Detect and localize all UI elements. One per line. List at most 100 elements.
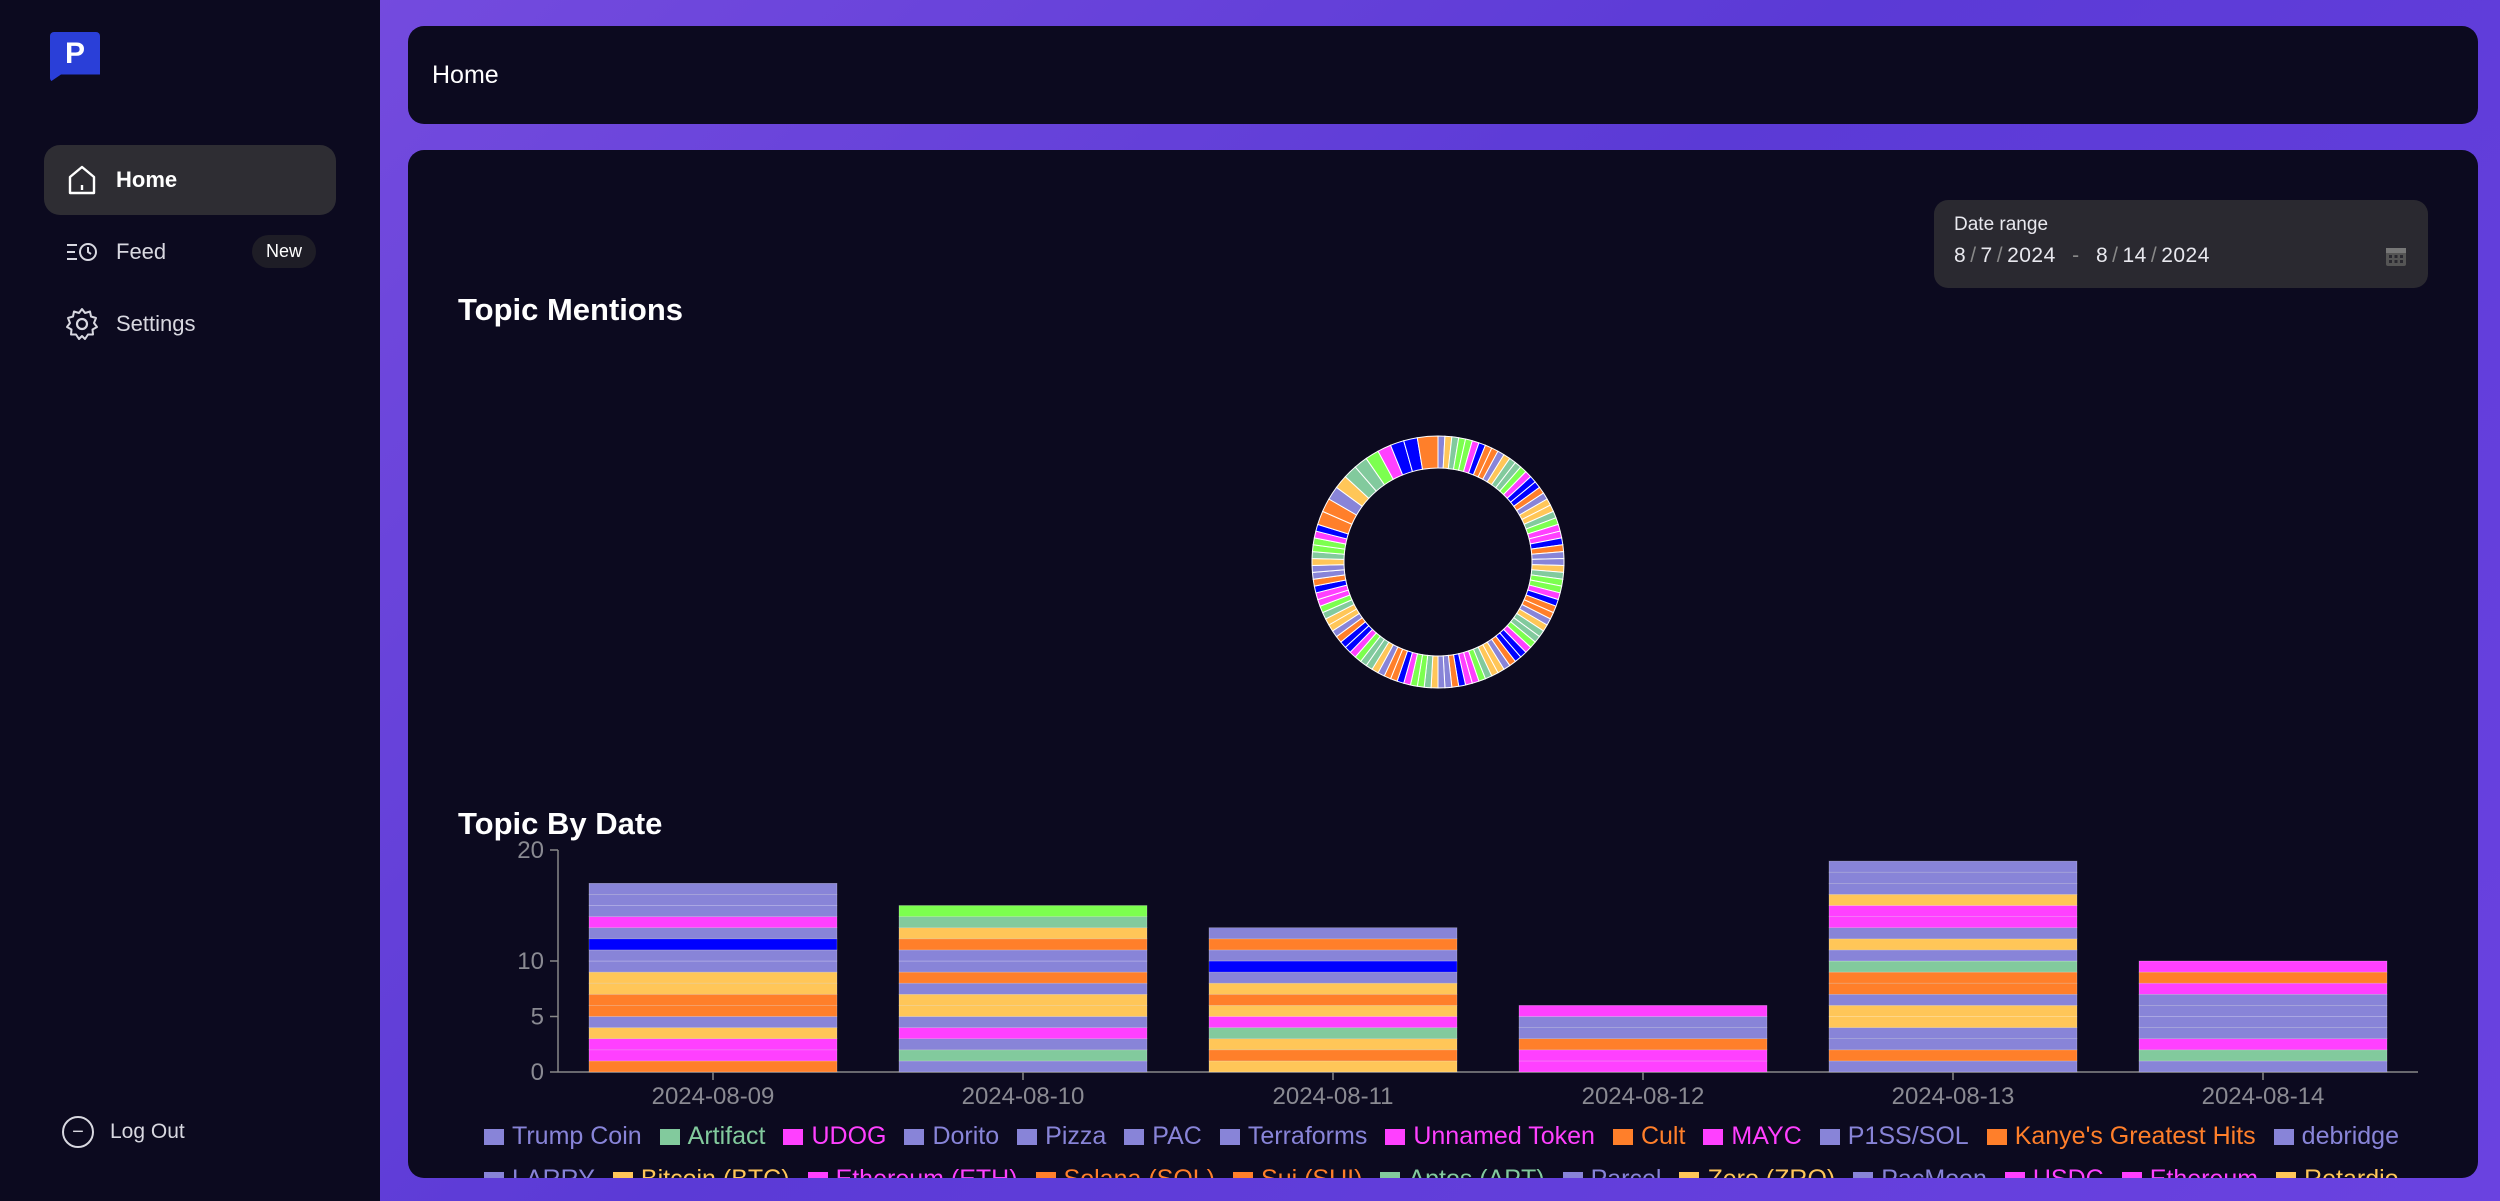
donut-slice[interactable] bbox=[1437, 655, 1446, 689]
legend-item[interactable]: Solana (SOL) bbox=[1035, 1165, 1215, 1178]
bar-segment[interactable] bbox=[588, 1027, 838, 1040]
bar-segment[interactable] bbox=[898, 1038, 1148, 1051]
bar-segment[interactable] bbox=[1208, 949, 1458, 962]
legend-item[interactable]: Bitcoin (BTC) bbox=[612, 1165, 790, 1178]
bar-segment[interactable] bbox=[1828, 971, 2078, 984]
bar-segment[interactable] bbox=[588, 894, 838, 906]
bar-segment[interactable] bbox=[1208, 1038, 1458, 1051]
bar-segment[interactable] bbox=[1828, 882, 2078, 895]
legend-item[interactable]: Ethereum bbox=[2121, 1165, 2258, 1178]
legend-item[interactable]: Ethereum (ETH) bbox=[807, 1165, 1018, 1178]
bar-segment[interactable] bbox=[2138, 1060, 2388, 1073]
bar-segment[interactable] bbox=[588, 905, 838, 917]
bar-segment[interactable] bbox=[898, 927, 1148, 940]
bar-segment[interactable] bbox=[588, 949, 838, 962]
bar-segment[interactable] bbox=[2138, 1038, 2388, 1051]
legend-item[interactable]: Kanye's Greatest Hits bbox=[1986, 1122, 2256, 1151]
bar-segment[interactable] bbox=[898, 971, 1148, 984]
bar-segment[interactable] bbox=[1208, 1016, 1458, 1028]
bar-segment[interactable] bbox=[588, 927, 838, 940]
bar-segment[interactable] bbox=[2138, 994, 2388, 1006]
bar-segment[interactable] bbox=[1828, 905, 2078, 917]
bar-segment[interactable] bbox=[1828, 960, 2078, 973]
bar-segment[interactable] bbox=[588, 960, 838, 973]
bar-segment[interactable] bbox=[1828, 894, 2078, 906]
bar-segment[interactable] bbox=[588, 971, 838, 984]
bar-segment[interactable] bbox=[898, 916, 1148, 928]
bar-segment[interactable] bbox=[588, 1016, 838, 1028]
bar-segment[interactable] bbox=[898, 1060, 1148, 1073]
end-month-input[interactable]: 8 bbox=[2095, 244, 2109, 267]
bar-segment[interactable] bbox=[898, 905, 1148, 917]
bar-segment[interactable] bbox=[588, 1038, 838, 1051]
bar-segment[interactable] bbox=[588, 882, 838, 895]
legend-item[interactable]: P1SS/SOL bbox=[1819, 1122, 1969, 1151]
bar-segment[interactable] bbox=[2138, 1016, 2388, 1028]
bar-segment[interactable] bbox=[1828, 1016, 2078, 1028]
legend-item[interactable]: Cult bbox=[1612, 1122, 1685, 1151]
bar-segment[interactable] bbox=[588, 938, 838, 951]
bar-segment[interactable] bbox=[1208, 960, 1458, 973]
bar-segment[interactable] bbox=[1828, 871, 2078, 884]
bar-segment[interactable] bbox=[2138, 960, 2388, 973]
legend-item[interactable]: Parcel bbox=[1562, 1165, 1661, 1178]
legend-item[interactable]: Artifact bbox=[659, 1122, 765, 1151]
bar-segment[interactable] bbox=[1208, 1049, 1458, 1062]
end-year-input[interactable]: 2024 bbox=[2161, 244, 2210, 267]
bar-segment[interactable] bbox=[2138, 1005, 2388, 1017]
bar-segment[interactable] bbox=[1208, 1005, 1458, 1017]
legend-item[interactable]: Retardio bbox=[2276, 1165, 2399, 1178]
legend-item[interactable]: MAYC bbox=[1703, 1122, 1802, 1151]
bar-segment[interactable] bbox=[1828, 860, 2078, 873]
bar-segment[interactable] bbox=[1828, 949, 2078, 962]
bar-segment[interactable] bbox=[898, 1049, 1148, 1062]
bar-segment[interactable] bbox=[1828, 1049, 2078, 1062]
bar-segment[interactable] bbox=[1828, 1038, 2078, 1051]
start-day-input[interactable]: 7 bbox=[1980, 244, 1993, 267]
bar-segment[interactable] bbox=[1828, 927, 2078, 940]
logout-button[interactable]: − Log Out bbox=[62, 1116, 185, 1148]
legend-item[interactable]: debridge bbox=[2273, 1122, 2399, 1151]
bar-segment[interactable] bbox=[1518, 1016, 1768, 1028]
bar-segment[interactable] bbox=[1208, 927, 1458, 940]
start-year-input[interactable]: 2024 bbox=[2007, 244, 2056, 267]
bar-segment[interactable] bbox=[588, 916, 838, 928]
bar-segment[interactable] bbox=[1828, 916, 2078, 928]
sidebar-item-settings[interactable]: Settings bbox=[44, 289, 336, 359]
start-month-input[interactable]: 8 bbox=[1954, 244, 1967, 267]
bar-segment[interactable] bbox=[1828, 1060, 2078, 1073]
sidebar-item-feed[interactable]: Feed New bbox=[44, 217, 336, 287]
date-range-picker[interactable]: Date range 8/7/2024 - 8/14/2024 bbox=[1934, 200, 2428, 288]
bar-segment[interactable] bbox=[1518, 1060, 1768, 1073]
legend-item[interactable]: Dorito bbox=[904, 1122, 999, 1151]
bar-segment[interactable] bbox=[1518, 1027, 1768, 1040]
legend-item[interactable]: Trump Coin bbox=[484, 1122, 642, 1151]
bar-segment[interactable] bbox=[1518, 1005, 1768, 1017]
bar-segment[interactable] bbox=[898, 994, 1148, 1006]
bar-segment[interactable] bbox=[588, 1049, 838, 1062]
legend-item[interactable]: Unnamed Token bbox=[1385, 1122, 1595, 1151]
bar-segment[interactable] bbox=[2138, 982, 2388, 995]
bar-segment[interactable] bbox=[898, 1027, 1148, 1040]
bar-segment[interactable] bbox=[1208, 938, 1458, 951]
bar-segment[interactable] bbox=[1828, 982, 2078, 995]
legend-item[interactable]: Terraforms bbox=[1219, 1122, 1367, 1151]
end-day-input[interactable]: 14 bbox=[2122, 244, 2147, 267]
bar-segment[interactable] bbox=[898, 1016, 1148, 1028]
bar-segment[interactable] bbox=[898, 982, 1148, 995]
bar-segment[interactable] bbox=[1208, 971, 1458, 984]
app-logo[interactable]: P bbox=[50, 32, 100, 82]
bar-segment[interactable] bbox=[1208, 994, 1458, 1006]
bar-segment[interactable] bbox=[898, 938, 1148, 951]
bar-segment[interactable] bbox=[1208, 1027, 1458, 1040]
bar-segment[interactable] bbox=[898, 1005, 1148, 1017]
legend-item[interactable]: LARRY bbox=[484, 1165, 595, 1178]
bar-segment[interactable] bbox=[898, 960, 1148, 973]
legend-item[interactable]: UDOG bbox=[783, 1122, 886, 1151]
legend-item[interactable]: PAC bbox=[1124, 1122, 1202, 1151]
bar-segment[interactable] bbox=[1518, 1049, 1768, 1062]
bar-segment[interactable] bbox=[588, 1005, 838, 1017]
bar-segment[interactable] bbox=[2138, 971, 2388, 984]
donut-slice[interactable] bbox=[1416, 435, 1439, 470]
bar-segment[interactable] bbox=[2138, 1049, 2388, 1062]
